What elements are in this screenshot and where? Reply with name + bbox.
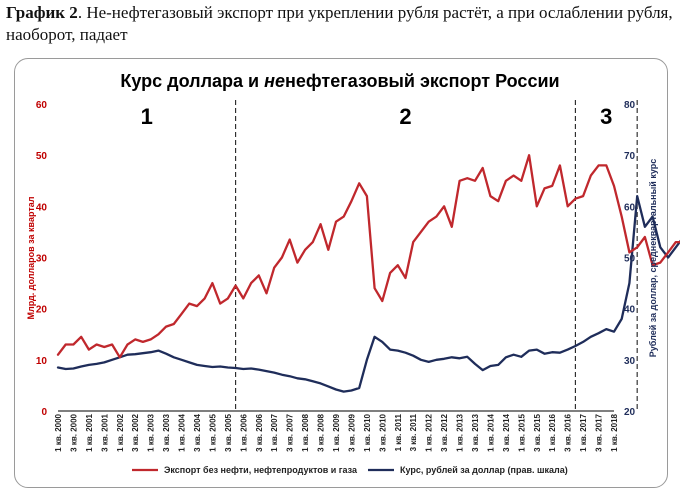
- y-left-tick-label: 60: [36, 100, 48, 111]
- x-tick-label: 1 кв. 2011: [394, 413, 403, 451]
- x-tick-label: 1 кв. 2015: [517, 413, 526, 451]
- x-tick-label: 1 кв. 2003: [147, 413, 156, 451]
- y-right-tick-label: 30: [624, 356, 636, 367]
- x-tick-label: 3 кв. 2007: [286, 413, 295, 451]
- chart-axes: 0 10 20 30 40 50 60 20 30 40 50 60 70 80: [36, 100, 636, 418]
- x-tick-label: 1 кв. 2016: [548, 413, 557, 451]
- x-tick-label: 1 кв. 2007: [270, 413, 279, 451]
- x-tick-label: 3 кв. 2010: [378, 413, 387, 451]
- y-left-tick-label: 0: [41, 407, 47, 418]
- x-tick-label: 3 кв. 2008: [317, 413, 326, 451]
- x-tick-label: 1 кв. 2006: [239, 413, 248, 451]
- x-tick-label: 3 кв. 2002: [131, 413, 140, 451]
- y-left-tick-label: 50: [36, 151, 48, 162]
- y-right-tick-label: 40: [624, 305, 636, 316]
- x-tick-label: 3 кв. 2013: [471, 413, 480, 451]
- caption-text: . Не-нефтегазовый экспорт при укреплении…: [6, 3, 673, 44]
- x-tick-label: 3 кв. 2014: [502, 413, 511, 451]
- x-axis-ticks: 1 кв. 2000 3 кв. 2000 1 кв. 2001 3 кв. 2001…: [54, 413, 619, 451]
- y-right-tick-label: 20: [624, 407, 636, 418]
- x-tick-label: 1 кв. 2012: [425, 413, 434, 451]
- y-axis-left-label: Млрд. долларов за квартал: [26, 196, 36, 319]
- period-boundaries: [235, 100, 638, 411]
- period-label: 1: [141, 104, 153, 129]
- x-tick-label: 1 кв. 2001: [85, 413, 94, 451]
- x-tick-label: 3 кв. 2000: [69, 413, 78, 451]
- x-tick-label: 3 кв. 2004: [193, 413, 202, 451]
- legend: Экспорт без нефти, нефтепродуктов и газа…: [132, 465, 568, 475]
- y-left-tick-label: 20: [36, 305, 48, 316]
- x-tick-label: 1 кв. 2017: [579, 413, 588, 451]
- series-line-rate: [56, 194, 680, 393]
- y-right-tick-label: 80: [624, 100, 636, 111]
- x-tick-label: 3 кв. 2001: [100, 413, 109, 451]
- x-tick-label: 1 кв. 2005: [208, 413, 217, 451]
- x-tick-label: 3 кв. 2016: [564, 413, 573, 451]
- x-tick-label: 3 кв. 2006: [255, 413, 264, 451]
- x-tick-label: 3 кв. 2011: [409, 413, 418, 451]
- chart-series: [56, 154, 680, 393]
- legend-label-export: Экспорт без нефти, нефтепродуктов и газа: [164, 465, 358, 475]
- x-tick-label: 3 кв. 2012: [440, 413, 449, 451]
- caption-label: График 2: [6, 3, 78, 22]
- x-tick-label: 1 кв. 2013: [456, 413, 465, 451]
- y-left-tick-label: 40: [36, 202, 48, 213]
- period-label: 3: [600, 104, 612, 129]
- x-tick-label: 1 кв. 2010: [363, 413, 372, 451]
- y-right-tick-label: 50: [624, 254, 636, 265]
- y-left-tick-label: 30: [36, 254, 48, 265]
- x-tick-label: 3 кв. 2009: [347, 413, 356, 451]
- x-tick-label: 1 кв. 2009: [332, 413, 341, 451]
- series-line-export: [56, 154, 680, 359]
- y-left-tick-label: 10: [36, 356, 48, 367]
- period-label: 2: [399, 104, 411, 129]
- chart-title: Курс доллара и ненефтегазовый экспорт Ро…: [120, 71, 559, 91]
- x-tick-label: 1 кв. 2008: [301, 413, 310, 451]
- x-tick-label: 1 кв. 2004: [178, 413, 187, 451]
- x-tick-label: 1 кв. 2018: [610, 413, 619, 451]
- x-tick-label: 3 кв. 2015: [533, 413, 542, 451]
- y-right-tick-label: 60: [624, 202, 636, 213]
- chart-frame: [14, 58, 668, 488]
- x-tick-label: 1 кв. 2000: [54, 413, 63, 451]
- x-tick-label: 1 кв. 2002: [116, 413, 125, 451]
- x-tick-label: 3 кв. 2005: [224, 413, 233, 451]
- figure-caption: График 2. Не-нефтегазовый экспорт при ук…: [6, 2, 674, 46]
- y-axis-right-label: Рублей за доллар, среднеквартальный курс: [648, 159, 658, 357]
- legend-label-rate: Курс, рублей за доллар (прав. шкала): [400, 465, 568, 475]
- x-tick-label: 3 кв. 2017: [595, 413, 604, 451]
- y-right-tick-label: 70: [624, 151, 636, 162]
- x-tick-label: 3 кв. 2003: [162, 413, 171, 451]
- period-labels: 1234567: [141, 104, 613, 129]
- x-tick-label: 1 кв. 2014: [486, 413, 495, 451]
